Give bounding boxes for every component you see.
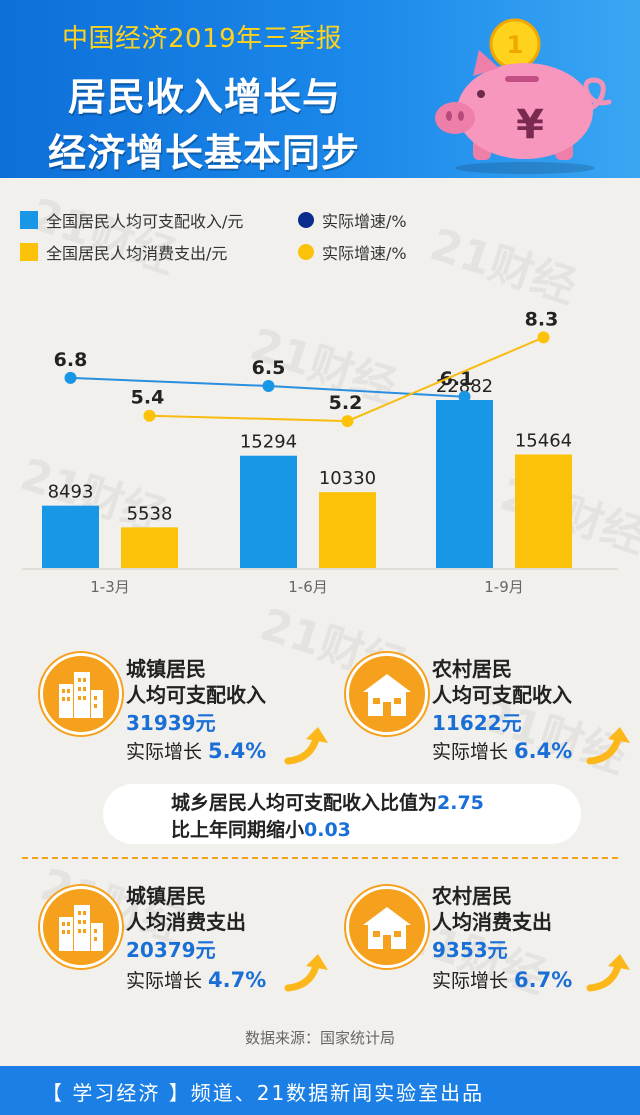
card-rural-income-value: 11622元 xyxy=(432,711,522,735)
point-spending-1 xyxy=(143,409,156,422)
rate-label-spending-3: 8.3 xyxy=(525,308,559,330)
category-label-1: 1-3月 xyxy=(90,578,130,596)
card-urban-income-line1: 城镇居民 xyxy=(126,657,206,681)
card-urban-spending-value: 20379元 xyxy=(126,938,216,962)
data-source: 数据来源：国家统计局 xyxy=(244,1029,395,1047)
legend-spending-swatch xyxy=(20,243,38,261)
card-rural-spending-line2: 人均消费支出 xyxy=(432,910,552,934)
growth-value: 6.4% xyxy=(514,739,573,763)
legend-spending-rate: 实际增速/% xyxy=(298,240,407,264)
village-house-icon xyxy=(346,886,428,968)
header-banner: 中国经济2019年三季报 居民收入增长与 经济增长基本同步 1 ¥ xyxy=(0,0,640,178)
title-line-1: 居民收入增长与 xyxy=(68,75,342,119)
city-buildings-icon xyxy=(40,653,122,735)
legend-income-bar: 全国居民人均可支配收入/元 xyxy=(20,208,243,232)
bar-label-spending-2: 10330 xyxy=(319,468,376,489)
point-spending-2 xyxy=(341,415,354,428)
card-urban-spending-growth: 实际增长 4.7% xyxy=(126,966,266,993)
card-urban-income-value: 31939元 xyxy=(126,711,216,735)
growth-label: 实际增长 xyxy=(432,970,509,992)
footer-banner: 【 学习经济 】频道、21数据新闻实验室出品 xyxy=(0,1066,640,1115)
yen-symbol: ¥ xyxy=(516,102,544,148)
point-income-1 xyxy=(64,371,77,384)
city-buildings-icon xyxy=(40,886,122,968)
card-urban-income: 城镇居民 人均可支配收入 31939元 实际增长 5.4% xyxy=(0,645,328,775)
card-urban-spending-line2: 人均消费支出 xyxy=(126,910,246,934)
piggy-bank-icon: 1 ¥ xyxy=(435,18,612,174)
point-income-2 xyxy=(262,380,275,392)
legend-income-rate-label: 实际增速/% xyxy=(322,212,407,231)
rate-label-income-1: 6.8 xyxy=(54,349,88,371)
ratio-line-2: 比上年同期缩小0.03 xyxy=(171,815,351,842)
ratio-line-1: 城乡居民人均可支配收入比值为2.75 xyxy=(171,788,484,815)
bar-label-spending-1: 5538 xyxy=(127,503,173,524)
coin-label: 1 xyxy=(507,31,524,59)
card-rural-income-line1: 农村居民 xyxy=(432,657,512,681)
ratio-line2-text: 比上年同期缩小 xyxy=(171,819,305,841)
arrow-up-icon xyxy=(284,727,328,765)
bar-label-spending-3: 15464 xyxy=(515,430,572,451)
point-income-3 xyxy=(458,390,471,403)
rate-label-spending-1: 5.4 xyxy=(131,387,165,409)
ratio-line1-text: 城乡居民人均可支配收入比值为 xyxy=(171,792,438,814)
card-urban-spending: 城镇居民 人均消费支出 20379元 实际增长 4.7% xyxy=(0,878,328,1008)
growth-label: 实际增长 xyxy=(126,970,203,992)
bar-income-1 xyxy=(42,505,99,568)
category-label-3: 1-9月 xyxy=(484,578,524,596)
bar-spending-2 xyxy=(319,492,376,568)
rate-label-spending-2: 5.2 xyxy=(329,392,363,414)
ratio-box: 城乡居民人均可支配收入比值为2.75 比上年同期缩小0.03 xyxy=(103,784,581,844)
section-divider xyxy=(22,857,618,859)
legend-spending-label: 全国居民人均消费支出/元 xyxy=(46,244,228,263)
card-rural-spending-line1: 农村居民 xyxy=(432,884,512,908)
chart-legend: 全国居民人均可支配收入/元 实际增速/% 全国居民人均消费支出/元 实际增速/% xyxy=(20,208,620,268)
bar-income-2 xyxy=(240,455,297,568)
ratio-line1-value: 2.75 xyxy=(437,792,484,814)
ratio-line2-value: 0.03 xyxy=(304,819,351,841)
card-rural-spending-growth: 实际增长 6.7% xyxy=(432,966,572,993)
rate-label-income-3: 6.1 xyxy=(440,368,474,390)
rate-label-income-2: 6.5 xyxy=(252,357,286,379)
arrow-up-icon xyxy=(284,954,328,992)
footer-text: 【 学习经济 】频道、21数据新闻实验室出品 xyxy=(42,1081,485,1105)
growth-label: 实际增长 xyxy=(126,741,203,763)
subtitle: 中国经济2019年三季报 xyxy=(62,24,343,54)
category-label-2: 1-6月 xyxy=(288,578,328,596)
bar-spending-1 xyxy=(121,527,178,568)
growth-value: 4.7% xyxy=(208,968,267,992)
card-urban-income-line2: 人均可支配收入 xyxy=(126,683,266,707)
card-rural-spending-value: 9353元 xyxy=(432,938,508,962)
card-rural-income: 农村居民 人均可支配收入 11622元 实际增长 6.4% xyxy=(320,645,640,775)
income-spending-chart: 8493 15294 22882 5538 10330 15464 1-3月 1-6月 1-9月… xyxy=(22,308,618,596)
legend-spending-rate-dot xyxy=(298,244,314,260)
card-urban-spending-line1: 城镇居民 xyxy=(126,884,206,908)
bar-spending-3 xyxy=(515,454,572,568)
card-rural-spending: 农村居民 人均消费支出 9353元 实际增长 6.7% xyxy=(320,878,640,1008)
bar-income-3 xyxy=(436,400,493,568)
legend-spending-rate-label: 实际增速/% xyxy=(322,244,407,263)
title-line-2: 经济增长基本同步 xyxy=(48,131,361,175)
bar-label-income-2: 15294 xyxy=(240,432,297,453)
legend-income-rate-dot xyxy=(298,212,314,228)
legend-spending-bar: 全国居民人均消费支出/元 xyxy=(20,240,227,264)
point-spending-3 xyxy=(537,331,550,344)
village-house-icon xyxy=(346,653,428,735)
card-urban-income-growth: 实际增长 5.4% xyxy=(126,737,266,764)
arrow-up-icon xyxy=(586,727,630,765)
bar-label-income-3: 22882 xyxy=(436,376,493,397)
legend-income-swatch xyxy=(20,211,38,229)
legend-income-label: 全国居民人均可支配收入/元 xyxy=(46,212,244,231)
card-rural-income-line2: 人均可支配收入 xyxy=(432,683,572,707)
growth-value: 6.7% xyxy=(514,968,573,992)
growth-label: 实际增长 xyxy=(432,741,509,763)
card-rural-income-growth: 实际增长 6.4% xyxy=(432,737,572,764)
legend-income-rate: 实际增速/% xyxy=(298,208,407,232)
arrow-up-icon xyxy=(586,954,630,992)
bar-label-income-1: 8493 xyxy=(48,482,94,503)
growth-value: 5.4% xyxy=(208,739,267,763)
